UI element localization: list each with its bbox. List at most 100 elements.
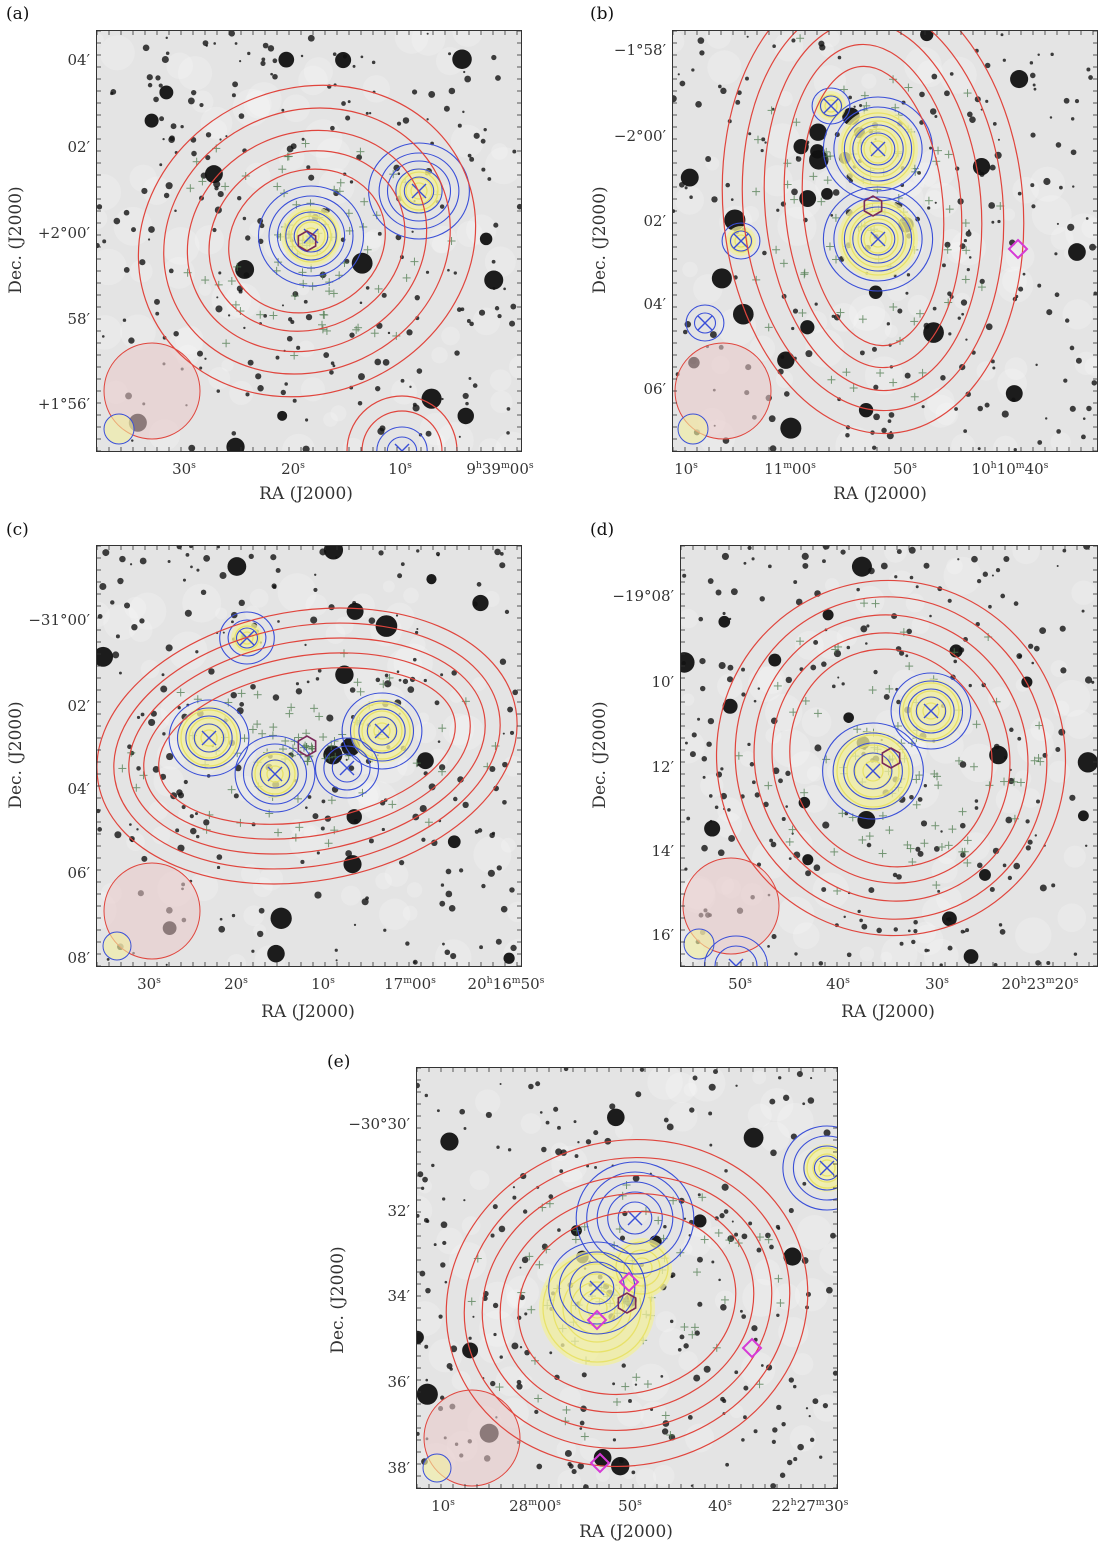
star bbox=[767, 944, 770, 948]
star bbox=[150, 710, 157, 717]
star bbox=[726, 676, 734, 683]
radio-peak-cross bbox=[697, 315, 713, 331]
star bbox=[845, 433, 850, 438]
star bbox=[763, 801, 769, 808]
star bbox=[826, 1286, 833, 1294]
star bbox=[495, 75, 501, 81]
star bbox=[425, 430, 432, 437]
radio-peak-cross bbox=[411, 183, 427, 199]
star bbox=[510, 944, 517, 952]
star bbox=[1037, 53, 1040, 56]
member-cross bbox=[774, 1274, 783, 1283]
member-cross bbox=[310, 704, 319, 713]
member-cross bbox=[562, 1405, 571, 1414]
star bbox=[1055, 747, 1061, 753]
panel-b-xtick: 11m00s bbox=[764, 460, 816, 478]
panel-e-ytick: 36′ bbox=[387, 1373, 411, 1391]
star bbox=[907, 929, 911, 933]
star bbox=[785, 770, 791, 776]
star bbox=[450, 1345, 458, 1353]
star bbox=[725, 1462, 729, 1467]
star bbox=[1000, 33, 1004, 37]
red-contour bbox=[208, 150, 406, 332]
star bbox=[959, 822, 966, 829]
member-cross bbox=[934, 781, 943, 790]
red-contour bbox=[789, 648, 993, 868]
star bbox=[840, 549, 846, 555]
star bbox=[785, 676, 793, 684]
star bbox=[985, 323, 993, 331]
sky-noise bbox=[434, 939, 472, 966]
star bbox=[718, 84, 722, 89]
star bbox=[785, 805, 788, 808]
sky-noise bbox=[97, 315, 123, 350]
sky-noise bbox=[805, 328, 845, 368]
star bbox=[442, 1197, 446, 1201]
star bbox=[873, 669, 878, 675]
star bbox=[743, 1127, 764, 1148]
blue-contour bbox=[898, 680, 964, 742]
sky-noise bbox=[905, 593, 925, 613]
sky-noise bbox=[335, 616, 354, 635]
yellow-contour bbox=[863, 134, 893, 164]
star bbox=[200, 589, 207, 596]
star bbox=[493, 1332, 497, 1337]
star bbox=[387, 331, 391, 335]
member-cross bbox=[315, 712, 324, 721]
star bbox=[997, 219, 1001, 224]
sky-noise bbox=[777, 90, 793, 107]
star bbox=[830, 1232, 836, 1239]
star bbox=[999, 929, 1006, 935]
star bbox=[934, 201, 937, 204]
star bbox=[760, 149, 764, 153]
star bbox=[1010, 70, 1029, 89]
member-cross bbox=[764, 781, 773, 790]
star bbox=[1069, 405, 1076, 412]
star bbox=[957, 558, 960, 561]
star bbox=[769, 445, 777, 451]
blue-contour bbox=[285, 211, 337, 261]
member-cross bbox=[813, 709, 822, 718]
member-cross bbox=[714, 1228, 723, 1237]
member-cross bbox=[825, 242, 834, 251]
member-cross bbox=[402, 273, 411, 282]
star bbox=[216, 389, 221, 393]
star bbox=[195, 812, 198, 816]
star bbox=[349, 180, 354, 184]
star bbox=[1091, 380, 1097, 386]
member-cross bbox=[281, 736, 290, 745]
member-cross bbox=[388, 800, 397, 809]
panel-e-xtick: 10s bbox=[431, 1497, 455, 1515]
member-cross bbox=[370, 329, 379, 338]
red-contour bbox=[771, 632, 1011, 884]
member-cross bbox=[954, 756, 963, 765]
star bbox=[231, 431, 237, 436]
member-cross bbox=[666, 1431, 675, 1440]
sky-noise bbox=[507, 901, 521, 923]
member-cross bbox=[868, 686, 877, 695]
yellow-contour bbox=[841, 112, 915, 186]
star bbox=[463, 1199, 466, 1202]
star bbox=[304, 643, 307, 647]
star bbox=[813, 864, 821, 872]
red-contour bbox=[137, 84, 477, 398]
yellow-contour bbox=[863, 224, 893, 254]
blue-contour bbox=[860, 132, 896, 166]
panel-a-xtick: 20s bbox=[281, 460, 305, 478]
star bbox=[873, 384, 879, 390]
panel-d-xtick: 50s bbox=[728, 975, 752, 993]
star bbox=[170, 123, 177, 130]
star bbox=[719, 1213, 725, 1219]
star bbox=[232, 81, 239, 88]
yellow-contour bbox=[922, 702, 940, 720]
sky-noise bbox=[402, 905, 418, 921]
member-cross bbox=[385, 673, 394, 682]
panel-e-xtick: 28m00s bbox=[509, 1497, 561, 1515]
star bbox=[487, 177, 492, 181]
star bbox=[974, 806, 979, 810]
sky-noise bbox=[794, 630, 824, 660]
star bbox=[757, 687, 761, 690]
star bbox=[239, 702, 245, 707]
member-cross bbox=[865, 832, 874, 841]
star bbox=[822, 559, 826, 564]
